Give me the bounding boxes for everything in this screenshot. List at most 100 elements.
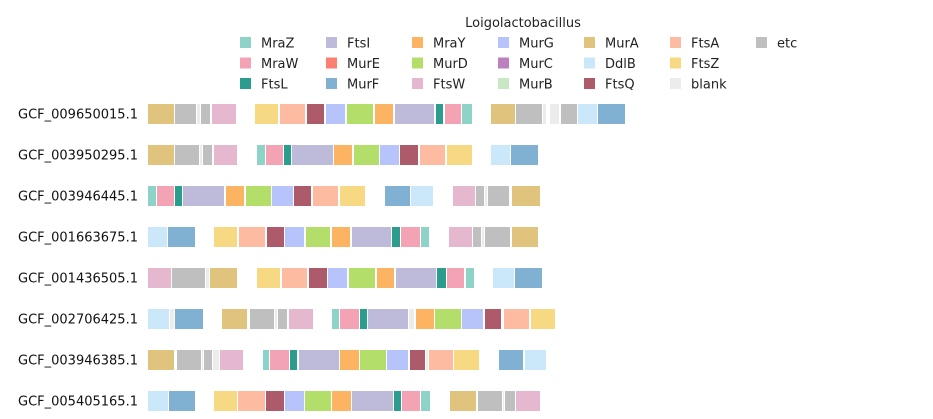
- genome-row: GCF_003950295.1: [18, 145, 538, 165]
- gene-block-ftsw: [214, 145, 237, 165]
- legend-item-blank: blank: [670, 78, 727, 93]
- legend-swatch: [498, 37, 509, 48]
- legend-swatch: [756, 37, 767, 48]
- gene-block-etc: [201, 104, 210, 124]
- legend-swatch: [584, 78, 595, 89]
- legend-label: MraW: [261, 57, 299, 72]
- genome-label: GCF_002706425.1: [18, 313, 138, 328]
- gene-block-mraw: [401, 227, 420, 247]
- gene-block-mraz: [466, 268, 474, 288]
- gene-block-ftsq: [410, 350, 425, 370]
- gene-block-blank: [200, 145, 202, 165]
- gene-block-mraw: [157, 186, 174, 206]
- gene-block-mura: [512, 227, 538, 247]
- legend-item-ftsl: FtsL: [240, 78, 288, 93]
- gene-block-ftsa: [282, 268, 307, 288]
- legend-label: MurB: [519, 78, 553, 93]
- gene-block-ftsq: [294, 186, 311, 206]
- gene-block-ftsi: [352, 391, 393, 411]
- gene-block-ftsw: [516, 391, 540, 411]
- gene-block-ftsl: [360, 309, 367, 329]
- gene-block-ftsz: [214, 391, 237, 411]
- gene-block-mraz: [263, 350, 269, 370]
- gene-block-ddlb: [148, 391, 168, 411]
- gene-block-ftsl: [437, 268, 446, 288]
- gene-block-ftsi: [396, 268, 436, 288]
- legend-item-etc: etc: [756, 37, 797, 52]
- gene-block-mray: [340, 350, 359, 370]
- gene-block-ftsq: [309, 268, 327, 288]
- genome-label: GCF_003946445.1: [18, 190, 138, 205]
- gene-block-ftsw: [289, 309, 313, 329]
- gene-block-ftsq: [485, 309, 501, 329]
- gene-block-murd: [305, 391, 331, 411]
- gene-block-mraw: [447, 268, 464, 288]
- gene-block-etc: [175, 145, 199, 165]
- legend-item-mure: MurE: [326, 57, 380, 72]
- legend-label: MurE: [347, 57, 380, 72]
- genome-row: GCF_001663675.1: [18, 227, 538, 247]
- gene-block-mraw: [270, 350, 289, 370]
- legend-swatch: [412, 78, 423, 89]
- legend-label: FtsW: [433, 78, 465, 93]
- gene-block-ftsw: [449, 227, 472, 247]
- legend-label: DdlB: [605, 57, 636, 72]
- gene-block-ftsa: [280, 104, 305, 124]
- legend-item-ftsq: FtsQ: [584, 78, 635, 93]
- gene-block-ftsi: [395, 104, 434, 124]
- gene-block-murd: [246, 186, 271, 206]
- gene-block-murg: [380, 145, 399, 165]
- genome-label: GCF_005405165.1: [18, 395, 138, 410]
- gene-block-blank: [485, 186, 487, 206]
- gene-block-mura: [148, 104, 174, 124]
- gene-block-blank: [409, 309, 414, 329]
- gene-block-ddlb: [411, 186, 433, 206]
- legend-label: MurC: [519, 57, 553, 72]
- gene-block-ftsa: [429, 350, 453, 370]
- legend-label: FtsA: [691, 37, 719, 52]
- legend-item-ftsz: FtsZ: [670, 57, 719, 72]
- legend-label: blank: [691, 78, 727, 93]
- genome-rows: GCF_009650015.1 GCF_003950295.1 GCF_003946…: [18, 104, 625, 411]
- genome-row: GCF_009650015.1: [18, 104, 625, 124]
- gene-block-ddlb: [148, 227, 167, 247]
- legend-swatch: [584, 57, 595, 69]
- gene-block-ddlb: [491, 145, 510, 165]
- gene-block-etc: [177, 350, 201, 370]
- legend-item-mraw: MraW: [240, 57, 299, 72]
- gene-block-murg: [285, 227, 304, 247]
- gene-block-murd: [306, 227, 330, 247]
- legend-swatch: [584, 37, 595, 48]
- gene-block-ftsq: [400, 145, 418, 165]
- legend-swatch: [670, 78, 681, 89]
- gene-block-mura: [222, 309, 247, 329]
- gene-block-ftsa: [239, 227, 265, 247]
- gene-block-murf: [169, 391, 195, 411]
- gene-block-ftsw: [453, 186, 475, 206]
- legend-label: FtsI: [347, 37, 370, 52]
- gene-block-ftsz: [454, 350, 479, 370]
- gene-block-mura: [148, 145, 174, 165]
- legend-swatch: [240, 57, 251, 69]
- legend-item-murg: MurG: [498, 37, 554, 52]
- gene-block-etc: [561, 104, 577, 124]
- legend-item-mraz: MraZ: [240, 37, 295, 52]
- gene-block-ftsa: [313, 186, 338, 206]
- legend-item-murf: MurF: [326, 78, 379, 93]
- chart-title: Loigolactobacillus: [465, 16, 581, 31]
- legend-label: FtsL: [261, 78, 288, 93]
- legend-label: etc: [777, 37, 797, 52]
- gene-block-murf: [168, 227, 195, 247]
- gene-block-etc: [476, 186, 484, 206]
- gene-block-ddlb: [578, 104, 597, 124]
- legend-label: MurD: [433, 57, 468, 72]
- gene-block-murg: [285, 391, 304, 411]
- gene-block-blank: [482, 227, 484, 247]
- gene-block-mraz: [257, 145, 265, 165]
- gene-block-ftsz: [214, 227, 237, 247]
- gene-block-mura: [450, 391, 476, 411]
- gene-block-blank: [206, 268, 209, 288]
- gene-block-mraw: [266, 145, 283, 165]
- genome-label: GCF_001436505.1: [18, 272, 138, 287]
- gene-block-ftsl: [394, 391, 401, 411]
